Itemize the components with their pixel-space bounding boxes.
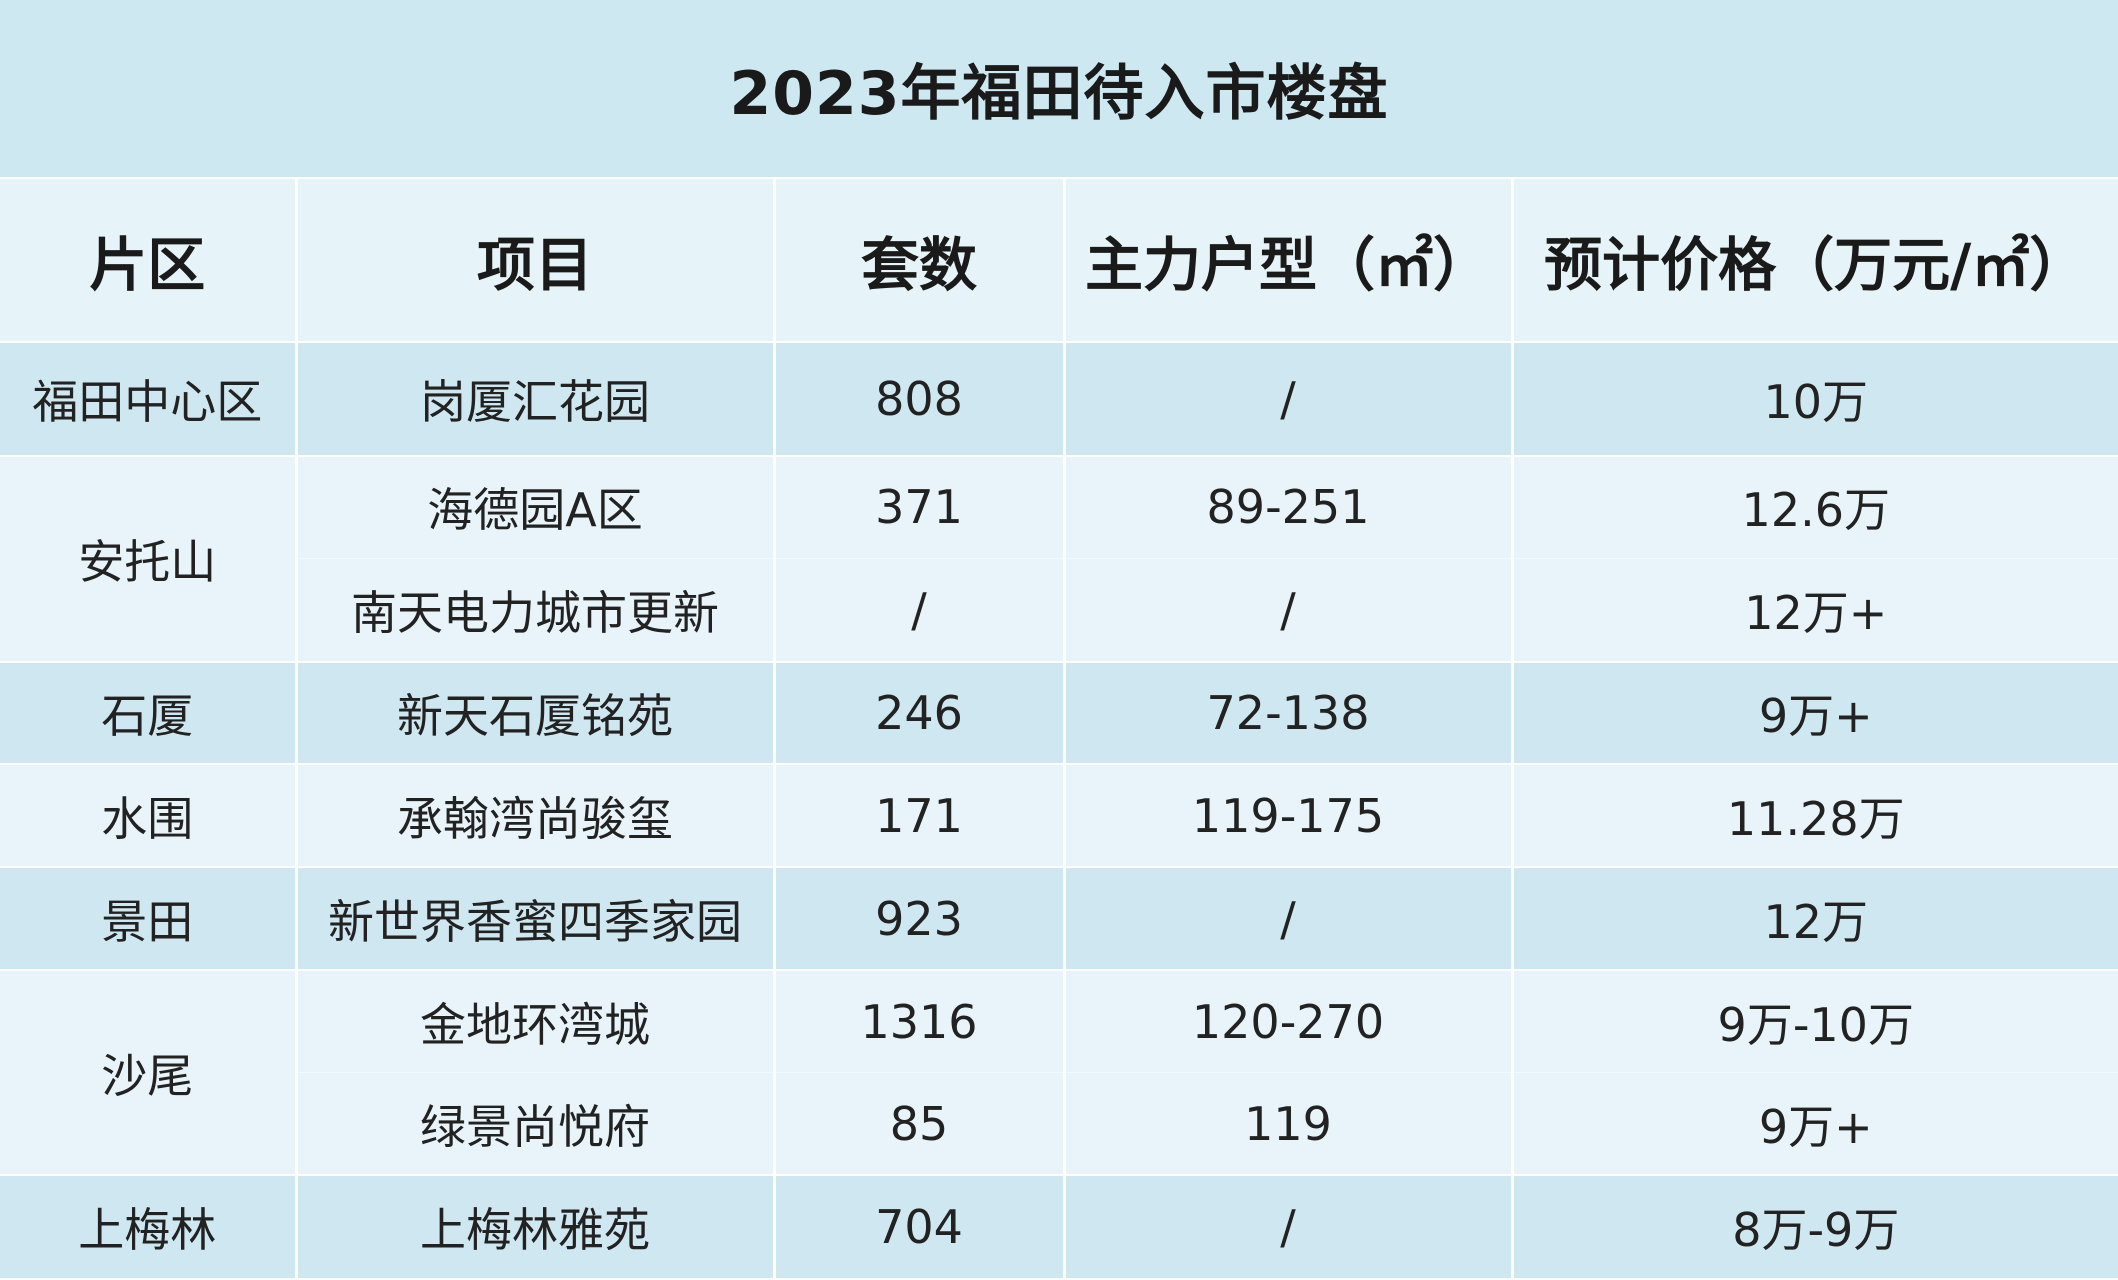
district-cell: 景田 — [0, 867, 298, 971]
price-cell: 10万 — [1512, 342, 2118, 457]
table-row: 上梅林 上梅林雅苑 704 / 8万-9万 — [0, 1175, 2118, 1280]
units-cell: / — [774, 558, 1066, 664]
table-row: 石厦 新天石厦铭苑 246 72-138 9万+ — [0, 662, 2118, 765]
district-cell: 安托山 — [0, 455, 298, 664]
units-cell: 808 — [774, 342, 1066, 457]
unit-type-cell: / — [1064, 867, 1514, 971]
table-row: 绿景尚悦府 85 119 9万+ — [0, 1072, 2118, 1177]
units-cell: 371 — [774, 455, 1066, 559]
unit-type-cell: 119-175 — [1064, 763, 1514, 869]
unit-type-cell: 89-251 — [1064, 455, 1514, 559]
unit-type-cell: / — [1064, 1175, 1514, 1280]
header-units: 套数 — [774, 178, 1066, 343]
project-cell: 上梅林雅苑 — [296, 1175, 776, 1280]
unit-type-cell: / — [1064, 558, 1514, 664]
price-cell: 8万-9万 — [1512, 1175, 2118, 1280]
project-cell: 新世界香蜜四季家园 — [296, 867, 776, 971]
project-cell: 南天电力城市更新 — [296, 558, 776, 664]
project-cell: 绿景尚悦府 — [296, 1072, 776, 1177]
district-cell: 沙尾 — [0, 969, 298, 1177]
price-cell: 12万 — [1512, 867, 2118, 971]
project-cell: 岗厦汇花园 — [296, 342, 776, 457]
district-cell: 水围 — [0, 763, 298, 869]
price-cell: 9万-10万 — [1512, 969, 2118, 1074]
district-cell: 石厦 — [0, 662, 298, 765]
table-row: 福田中心区 岗厦汇花园 808 / 10万 — [0, 342, 2118, 457]
table-row: 沙尾 金地环湾城 1316 120-270 9万-10万 — [0, 969, 2118, 1177]
district-cell: 上梅林 — [0, 1175, 298, 1280]
units-cell: 1316 — [774, 969, 1066, 1074]
units-cell: 923 — [774, 867, 1066, 971]
units-cell: 704 — [774, 1175, 1066, 1280]
price-cell: 11.28万 — [1512, 763, 2118, 869]
unit-type-cell: / — [1064, 342, 1514, 457]
project-cell: 金地环湾城 — [296, 969, 776, 1074]
units-cell: 85 — [774, 1072, 1066, 1177]
project-cell: 新天石厦铭苑 — [296, 662, 776, 765]
project-cell: 承翰湾尚骏玺 — [296, 763, 776, 869]
units-cell: 171 — [774, 763, 1066, 869]
table-row: 南天电力城市更新 / / 12万+ — [0, 558, 2118, 664]
unit-type-cell: 119 — [1064, 1072, 1514, 1177]
header-unit-type: 主力户型（㎡） — [1064, 178, 1514, 343]
units-cell: 246 — [774, 662, 1066, 765]
table-row: 安托山 海德园A区 371 89-251 12.6万 — [0, 455, 2118, 664]
price-cell: 9万+ — [1512, 1072, 2118, 1177]
table-row: 水围 承翰湾尚骏玺 171 119-175 11.28万 — [0, 763, 2118, 869]
price-cell: 12万+ — [1512, 558, 2118, 664]
table-title: 2023年福田待入市楼盘 — [0, 0, 2118, 179]
header-price: 预计价格（万元/㎡） — [1512, 178, 2118, 343]
district-cell: 福田中心区 — [0, 342, 298, 457]
unit-type-cell: 120-270 — [1064, 969, 1514, 1074]
unit-type-cell: 72-138 — [1064, 662, 1514, 765]
header-project: 项目 — [296, 178, 776, 343]
project-cell: 海德园A区 — [296, 455, 776, 559]
header-district: 片区 — [0, 178, 298, 343]
table-row: 景田 新世界香蜜四季家园 923 / 12万 — [0, 867, 2118, 971]
price-cell: 12.6万 — [1512, 455, 2118, 559]
price-cell: 9万+ — [1512, 662, 2118, 765]
